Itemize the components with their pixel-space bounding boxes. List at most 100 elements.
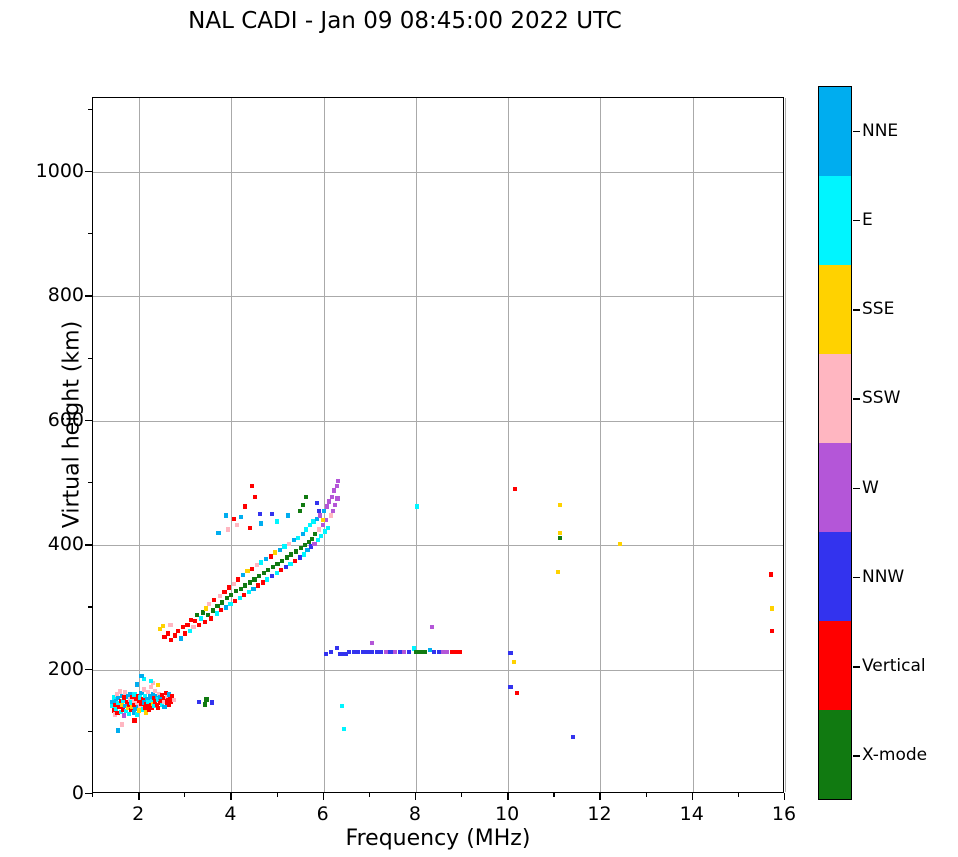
echo-point bbox=[513, 487, 518, 492]
echo-point bbox=[127, 691, 132, 697]
x-tick-minor bbox=[92, 793, 94, 797]
echo-point bbox=[557, 535, 562, 540]
echo-point bbox=[210, 608, 215, 613]
echo-point bbox=[154, 702, 159, 708]
echo-point bbox=[300, 531, 305, 537]
echo-point bbox=[291, 538, 296, 543]
echo-point bbox=[770, 606, 775, 611]
echo-point bbox=[137, 695, 143, 700]
echo-point bbox=[122, 695, 127, 700]
echo-point bbox=[162, 635, 167, 640]
colorbar-label-x-mode: X-mode bbox=[862, 745, 928, 766]
colorbar-segment-x-mode bbox=[819, 710, 851, 799]
echo-point bbox=[187, 628, 192, 634]
echo-point bbox=[157, 626, 162, 632]
echo-point bbox=[137, 699, 142, 704]
colorbar-segment-nne bbox=[819, 87, 851, 176]
echo-point bbox=[269, 574, 275, 579]
echo-point bbox=[110, 699, 115, 705]
echo-point bbox=[256, 583, 261, 588]
colorbar-label-e: E bbox=[862, 209, 873, 230]
echo-point bbox=[131, 698, 136, 703]
echo-point bbox=[161, 699, 166, 705]
y-tick bbox=[85, 419, 92, 422]
echo-point bbox=[207, 602, 212, 607]
echo-point bbox=[156, 691, 162, 697]
y-tick-label: 400 bbox=[47, 533, 84, 556]
echo-point bbox=[274, 519, 279, 524]
echo-point bbox=[169, 699, 174, 705]
echo-point bbox=[323, 651, 329, 657]
echo-point bbox=[145, 696, 150, 701]
echo-point bbox=[188, 617, 193, 622]
echo-point bbox=[388, 650, 393, 655]
echo-point bbox=[418, 650, 423, 655]
colorbar-tick bbox=[853, 666, 860, 668]
echo-point bbox=[326, 525, 331, 530]
echo-point bbox=[193, 618, 198, 624]
echo-point bbox=[374, 650, 379, 655]
echo-point bbox=[300, 502, 305, 507]
echo-point bbox=[209, 700, 215, 705]
echo-point bbox=[134, 682, 139, 687]
echo-point bbox=[149, 698, 155, 703]
echo-point bbox=[160, 702, 165, 708]
echo-point bbox=[169, 637, 174, 642]
echo-point bbox=[215, 603, 220, 609]
y-tick-label: 600 bbox=[47, 408, 84, 431]
echo-point bbox=[154, 694, 159, 699]
echo-point bbox=[117, 704, 122, 710]
echo-point bbox=[233, 589, 239, 594]
y-tick-minor bbox=[88, 357, 92, 359]
x-tick bbox=[414, 793, 417, 800]
echo-point bbox=[130, 694, 135, 700]
echo-point bbox=[307, 523, 312, 528]
colorbar-segment-ssw bbox=[819, 354, 851, 443]
echo-point bbox=[259, 560, 264, 565]
echo-point bbox=[316, 508, 322, 514]
echo-point bbox=[171, 697, 176, 703]
echo-point bbox=[113, 712, 118, 717]
echo-point bbox=[292, 558, 298, 563]
echo-point bbox=[167, 702, 172, 707]
echo-point bbox=[178, 636, 183, 641]
echo-point bbox=[282, 544, 287, 549]
colorbar-tick bbox=[853, 755, 860, 757]
x-tick bbox=[691, 793, 694, 800]
echo-point bbox=[449, 650, 454, 655]
echo-point bbox=[270, 564, 275, 570]
echo-point bbox=[268, 554, 273, 559]
x-tick-minor bbox=[737, 793, 740, 797]
colorbar-segment-sse bbox=[819, 265, 851, 354]
echo-point bbox=[137, 708, 142, 713]
echo-point bbox=[343, 651, 348, 657]
x-tick-minor bbox=[645, 793, 647, 797]
echo-point bbox=[162, 696, 167, 701]
echo-point bbox=[141, 687, 146, 692]
echo-point bbox=[234, 523, 239, 528]
echo-point bbox=[432, 650, 437, 655]
echo-point bbox=[423, 650, 428, 655]
colorbar-segment-nnw bbox=[819, 532, 851, 621]
echo-point bbox=[316, 527, 322, 532]
echo-point bbox=[250, 566, 255, 571]
echo-point bbox=[617, 541, 622, 547]
echo-point bbox=[269, 511, 275, 517]
echo-point bbox=[308, 544, 313, 549]
y-tick-label: 200 bbox=[47, 657, 84, 680]
echo-point bbox=[149, 705, 155, 711]
echo-point bbox=[319, 533, 324, 539]
echo-point bbox=[132, 702, 137, 708]
echo-point bbox=[183, 631, 188, 636]
echo-point bbox=[557, 502, 562, 507]
echo-point bbox=[185, 622, 190, 627]
echo-point bbox=[148, 678, 153, 683]
echo-point bbox=[119, 702, 125, 708]
echo-point bbox=[240, 572, 245, 578]
echo-point bbox=[155, 705, 160, 711]
echo-point bbox=[328, 513, 333, 518]
echo-point bbox=[436, 650, 442, 655]
echo-point bbox=[334, 483, 339, 489]
y-tick bbox=[85, 668, 92, 670]
